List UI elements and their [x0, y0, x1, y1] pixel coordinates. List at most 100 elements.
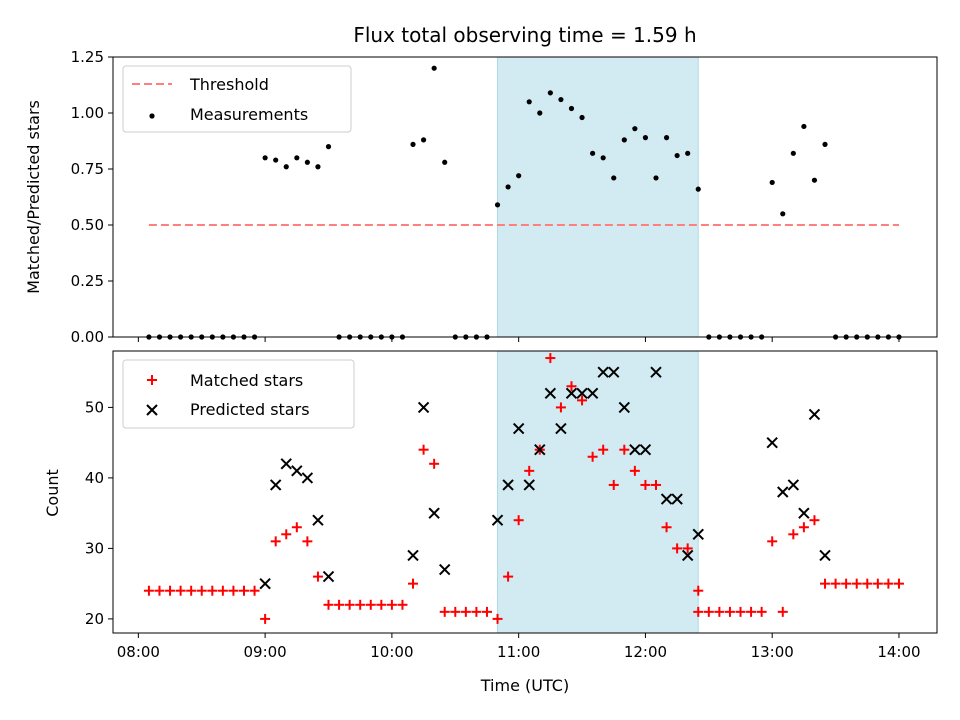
cross-b — [439, 563, 451, 576]
cross-b — [565, 387, 578, 400]
matched-star-point — [809, 515, 820, 526]
bottom-y-axis-title: Count — [43, 469, 62, 517]
matched-star-point — [841, 578, 852, 589]
cross-b — [301, 472, 314, 484]
matched-star-point — [598, 444, 609, 455]
top-y-tick-label: 0.50 — [71, 216, 104, 234]
legend-threshold-label: Threshold — [189, 75, 269, 94]
predicted-star-point — [512, 422, 525, 435]
bottom-y-tick-label: 50 — [85, 398, 104, 416]
predicted-star-point — [439, 563, 451, 576]
measurement-point — [558, 96, 564, 103]
predicted-star-point — [787, 479, 800, 491]
x-tick-label: 13:00 — [751, 643, 794, 661]
measurement-point — [304, 159, 310, 165]
top-y-tick-label: 0.75 — [71, 160, 104, 178]
matched-star-point — [471, 606, 482, 617]
cross-b — [629, 443, 641, 456]
top-axes-frame — [112, 56, 938, 338]
cross-b — [618, 401, 631, 414]
bottom-y-tick-label: 40 — [85, 469, 104, 487]
matched-star-point — [376, 599, 387, 610]
matched-star-point — [291, 522, 302, 533]
predicted-star-point — [639, 443, 652, 456]
cross-b — [523, 479, 535, 491]
matched-star-point — [344, 599, 355, 610]
matched-star-point — [587, 451, 598, 462]
matched-star-point — [270, 536, 281, 547]
matched-star-point — [545, 353, 556, 364]
predicted-star-point — [608, 366, 620, 378]
matched-star-point — [429, 458, 440, 469]
matched-star-point — [724, 606, 735, 617]
measurement-point — [442, 159, 448, 165]
matched-star-point — [323, 599, 334, 610]
predicted-star-point — [312, 514, 324, 526]
measurement-point — [590, 150, 596, 156]
bottom-legend: Matched stars Predicted stars — [122, 359, 355, 429]
legend-box — [122, 65, 352, 133]
bottom-axes-frame — [112, 350, 938, 634]
measurement-point — [494, 202, 501, 208]
matched-star-point — [820, 578, 831, 589]
cross-b — [766, 436, 778, 449]
matched-star-point — [862, 578, 873, 589]
measurement-point — [579, 114, 585, 121]
predicted-star-point — [407, 549, 419, 562]
predicted-star-point — [766, 436, 778, 449]
legend-measurements-swatch — [149, 113, 155, 119]
matched-star-point — [186, 585, 197, 596]
predicted-star-point — [534, 443, 546, 456]
predicted-star-point — [269, 479, 282, 491]
predicted-star-point — [417, 401, 430, 414]
cross-b — [544, 387, 557, 400]
measurement-point — [674, 152, 680, 159]
matched-star-point — [682, 543, 693, 554]
measurement-point — [621, 137, 627, 143]
cross-b — [146, 404, 158, 416]
legend-matched-swatch — [147, 375, 157, 385]
matched-star-point — [249, 585, 260, 596]
measurement-point — [642, 135, 649, 141]
predicted-star-point — [491, 514, 504, 526]
matched-star-point — [608, 479, 619, 490]
matched-star-point — [217, 585, 228, 596]
measurement-point — [632, 126, 638, 132]
measurement-point — [516, 173, 522, 179]
matched-star-point — [365, 599, 376, 610]
measurement-point — [410, 141, 416, 147]
matched-star-point — [703, 606, 714, 617]
top-highlight-span — [497, 56, 699, 338]
cross-b — [269, 479, 282, 491]
cross-b — [787, 479, 800, 491]
measurement-point — [769, 179, 775, 186]
matched-star-point — [238, 585, 249, 596]
cross-b — [512, 422, 525, 435]
top-y-tick-label: 1.00 — [71, 104, 104, 122]
matched-star-point — [481, 606, 492, 617]
matched-star-point — [334, 599, 345, 610]
matched-star-point — [143, 585, 154, 596]
matched-star-point — [693, 606, 704, 617]
matched-star-point — [650, 479, 661, 490]
matched-star-point — [165, 585, 176, 596]
cross-b — [322, 570, 335, 583]
matched-star-point — [767, 536, 778, 547]
matched-star-point — [788, 529, 799, 540]
cross-b — [280, 458, 292, 470]
bottom-panel: 20 30 40 50 08:00 09:00 10:00 11:00 12:00 13:00 14… — [85, 350, 938, 661]
x-tick-label: 14:00 — [877, 643, 920, 661]
top-y-tick-label: 0.00 — [71, 328, 104, 346]
measurement-point — [811, 177, 818, 183]
matched-star-point — [693, 585, 704, 596]
cross-b — [428, 507, 440, 519]
matched-star-point — [228, 585, 239, 596]
cross-b — [639, 443, 652, 456]
legend-box — [122, 359, 355, 429]
bottom-y-tick-label: 20 — [85, 610, 104, 628]
predicted-star-point — [523, 479, 535, 491]
measurement-point — [653, 175, 659, 181]
measurement-point — [600, 155, 606, 161]
measurement-point — [685, 150, 691, 156]
measurement-point — [294, 155, 300, 161]
